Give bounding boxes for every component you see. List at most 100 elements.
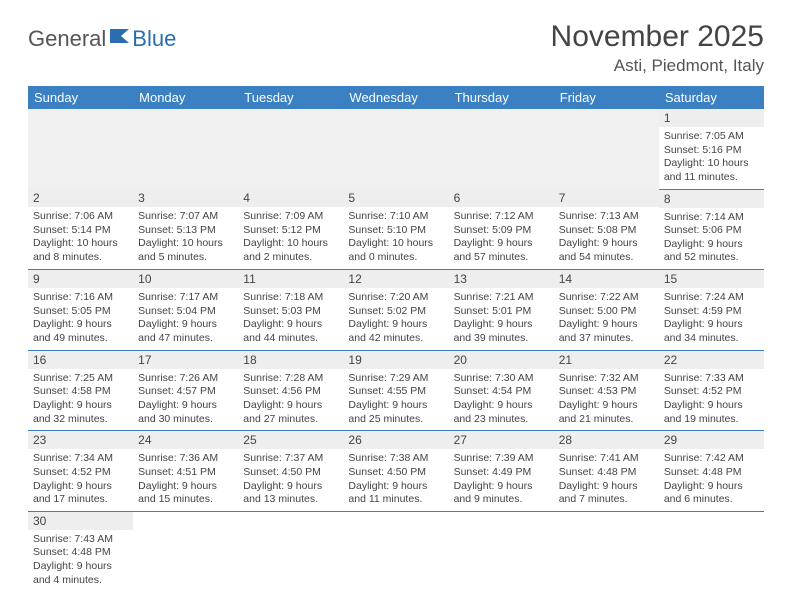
daylight-text: Daylight: 9 hours and 54 minutes. [559, 237, 654, 264]
sunrise-text: Sunrise: 7:26 AM [138, 372, 233, 386]
day-number: 12 [343, 270, 448, 288]
sunrise-text: Sunrise: 7:18 AM [243, 291, 338, 305]
logo: GeneralBlue [28, 20, 176, 52]
calendar-day-cell: 16Sunrise: 7:25 AMSunset: 4:58 PMDayligh… [28, 350, 133, 431]
sunrise-text: Sunrise: 7:12 AM [454, 210, 549, 224]
calendar-day-cell: 12Sunrise: 7:20 AMSunset: 5:02 PMDayligh… [343, 270, 448, 351]
day-details: Sunrise: 7:13 AMSunset: 5:08 PMDaylight:… [554, 207, 659, 269]
sunrise-text: Sunrise: 7:28 AM [243, 372, 338, 386]
calendar-day-cell [449, 511, 554, 591]
day-details: Sunrise: 7:43 AMSunset: 4:48 PMDaylight:… [28, 530, 133, 592]
calendar-day-cell: 9Sunrise: 7:16 AMSunset: 5:05 PMDaylight… [28, 270, 133, 351]
day-details: Sunrise: 7:06 AMSunset: 5:14 PMDaylight:… [28, 207, 133, 269]
day-number: 18 [238, 351, 343, 369]
calendar-week-row: 30Sunrise: 7:43 AMSunset: 4:48 PMDayligh… [28, 511, 764, 591]
day-number: 16 [28, 351, 133, 369]
daylight-text: Daylight: 9 hours and 57 minutes. [454, 237, 549, 264]
daylight-text: Daylight: 9 hours and 4 minutes. [33, 560, 128, 587]
sunset-text: Sunset: 5:13 PM [138, 224, 233, 238]
daylight-text: Daylight: 9 hours and 37 minutes. [559, 318, 654, 345]
sunset-text: Sunset: 4:56 PM [243, 385, 338, 399]
day-number: 21 [554, 351, 659, 369]
sunset-text: Sunset: 5:03 PM [243, 305, 338, 319]
daylight-text: Daylight: 9 hours and 19 minutes. [664, 399, 759, 426]
sunset-text: Sunset: 5:14 PM [33, 224, 128, 238]
weekday-header: Friday [554, 86, 659, 109]
daylight-text: Daylight: 10 hours and 2 minutes. [243, 237, 338, 264]
calendar-day-cell: 27Sunrise: 7:39 AMSunset: 4:49 PMDayligh… [449, 431, 554, 512]
day-details: Sunrise: 7:12 AMSunset: 5:09 PMDaylight:… [449, 207, 554, 269]
calendar-day-cell: 7Sunrise: 7:13 AMSunset: 5:08 PMDaylight… [554, 189, 659, 270]
calendar-day-cell: 19Sunrise: 7:29 AMSunset: 4:55 PMDayligh… [343, 350, 448, 431]
sunrise-text: Sunrise: 7:33 AM [664, 372, 759, 386]
title-block: November 2025 Asti, Piedmont, Italy [551, 20, 764, 76]
daylight-text: Daylight: 9 hours and 21 minutes. [559, 399, 654, 426]
day-number: 1 [659, 109, 764, 127]
calendar-day-cell [343, 109, 448, 189]
location: Asti, Piedmont, Italy [551, 56, 764, 76]
day-number: 28 [554, 431, 659, 449]
sunrise-text: Sunrise: 7:43 AM [33, 533, 128, 547]
calendar-day-cell: 25Sunrise: 7:37 AMSunset: 4:50 PMDayligh… [238, 431, 343, 512]
day-number: 17 [133, 351, 238, 369]
daylight-text: Daylight: 10 hours and 11 minutes. [664, 157, 759, 184]
daylight-text: Daylight: 9 hours and 23 minutes. [454, 399, 549, 426]
calendar-day-cell: 26Sunrise: 7:38 AMSunset: 4:50 PMDayligh… [343, 431, 448, 512]
day-number: 26 [343, 431, 448, 449]
daylight-text: Daylight: 9 hours and 25 minutes. [348, 399, 443, 426]
sunset-text: Sunset: 4:51 PM [138, 466, 233, 480]
day-details: Sunrise: 7:05 AMSunset: 5:16 PMDaylight:… [659, 127, 764, 189]
logo-text-2: Blue [132, 26, 176, 52]
calendar-day-cell: 20Sunrise: 7:30 AMSunset: 4:54 PMDayligh… [449, 350, 554, 431]
daylight-text: Daylight: 9 hours and 15 minutes. [138, 480, 233, 507]
calendar-week-row: 23Sunrise: 7:34 AMSunset: 4:52 PMDayligh… [28, 431, 764, 512]
daylight-text: Daylight: 9 hours and 34 minutes. [664, 318, 759, 345]
day-details: Sunrise: 7:16 AMSunset: 5:05 PMDaylight:… [28, 288, 133, 350]
sunset-text: Sunset: 5:04 PM [138, 305, 233, 319]
calendar-week-row: 9Sunrise: 7:16 AMSunset: 5:05 PMDaylight… [28, 270, 764, 351]
day-number: 15 [659, 270, 764, 288]
day-number: 5 [343, 189, 448, 207]
day-number: 19 [343, 351, 448, 369]
weekday-header: Thursday [449, 86, 554, 109]
day-number: 3 [133, 189, 238, 207]
day-number: 30 [28, 512, 133, 530]
sunset-text: Sunset: 5:05 PM [33, 305, 128, 319]
calendar-table: Sunday Monday Tuesday Wednesday Thursday… [28, 86, 764, 591]
calendar-day-cell: 6Sunrise: 7:12 AMSunset: 5:09 PMDaylight… [449, 189, 554, 270]
day-details: Sunrise: 7:25 AMSunset: 4:58 PMDaylight:… [28, 369, 133, 431]
day-number: 6 [449, 189, 554, 207]
sunrise-text: Sunrise: 7:37 AM [243, 452, 338, 466]
day-number: 27 [449, 431, 554, 449]
calendar-day-cell: 10Sunrise: 7:17 AMSunset: 5:04 PMDayligh… [133, 270, 238, 351]
daylight-text: Daylight: 9 hours and 13 minutes. [243, 480, 338, 507]
daylight-text: Daylight: 10 hours and 5 minutes. [138, 237, 233, 264]
calendar-day-cell: 21Sunrise: 7:32 AMSunset: 4:53 PMDayligh… [554, 350, 659, 431]
calendar-day-cell: 13Sunrise: 7:21 AMSunset: 5:01 PMDayligh… [449, 270, 554, 351]
day-number: 20 [449, 351, 554, 369]
daylight-text: Daylight: 9 hours and 7 minutes. [559, 480, 654, 507]
day-number: 2 [28, 189, 133, 207]
sunset-text: Sunset: 5:01 PM [454, 305, 549, 319]
daylight-text: Daylight: 9 hours and 6 minutes. [664, 480, 759, 507]
day-number: 10 [133, 270, 238, 288]
day-number: 14 [554, 270, 659, 288]
sunrise-text: Sunrise: 7:36 AM [138, 452, 233, 466]
day-details: Sunrise: 7:33 AMSunset: 4:52 PMDaylight:… [659, 369, 764, 431]
weekday-header-row: Sunday Monday Tuesday Wednesday Thursday… [28, 86, 764, 109]
sunrise-text: Sunrise: 7:13 AM [559, 210, 654, 224]
day-details: Sunrise: 7:18 AMSunset: 5:03 PMDaylight:… [238, 288, 343, 350]
day-number: 25 [238, 431, 343, 449]
day-details: Sunrise: 7:28 AMSunset: 4:56 PMDaylight:… [238, 369, 343, 431]
day-number: 29 [659, 431, 764, 449]
sunset-text: Sunset: 4:55 PM [348, 385, 443, 399]
sunrise-text: Sunrise: 7:10 AM [348, 210, 443, 224]
sunset-text: Sunset: 5:08 PM [559, 224, 654, 238]
calendar-day-cell: 4Sunrise: 7:09 AMSunset: 5:12 PMDaylight… [238, 189, 343, 270]
day-number: 13 [449, 270, 554, 288]
calendar-day-cell: 1Sunrise: 7:05 AMSunset: 5:16 PMDaylight… [659, 109, 764, 189]
day-details: Sunrise: 7:20 AMSunset: 5:02 PMDaylight:… [343, 288, 448, 350]
daylight-text: Daylight: 9 hours and 32 minutes. [33, 399, 128, 426]
day-details: Sunrise: 7:42 AMSunset: 4:48 PMDaylight:… [659, 449, 764, 511]
calendar-day-cell [133, 109, 238, 189]
